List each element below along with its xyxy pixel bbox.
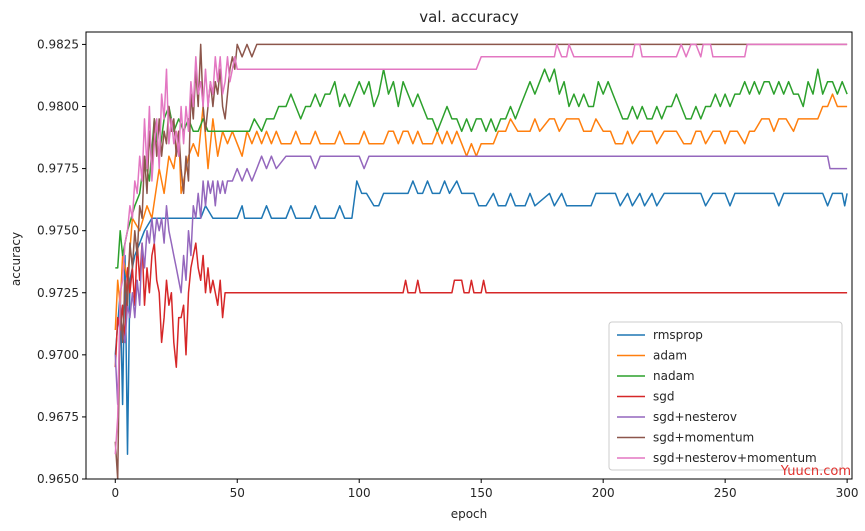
y-tick-label: 0.9725 xyxy=(37,286,79,300)
x-tick-label: 300 xyxy=(836,486,859,500)
series-line-nadam xyxy=(115,68,848,269)
x-tick-label: 150 xyxy=(470,486,493,500)
series-line-sgd-nesterov xyxy=(114,155,848,406)
x-axis: 0 50 100 150 200 250 300 xyxy=(111,479,859,500)
y-tick-label: 0.9650 xyxy=(37,472,79,486)
plot-frame xyxy=(85,31,853,480)
legend-label-adam: adam xyxy=(653,349,687,363)
y-tick-label: 0.9800 xyxy=(37,100,79,114)
chart-title: val. accuracy xyxy=(419,8,519,26)
watermark: Yuucn.com xyxy=(780,464,851,479)
legend-label-sgd-nesterov: sgd+nesterov xyxy=(653,410,737,424)
series-line-adam xyxy=(114,93,848,331)
series-line-rmsprop xyxy=(114,180,848,455)
legend-label-nadam: nadam xyxy=(653,369,695,383)
legend-label-sgd-nesterov-momentum: sgd+nesterov+momentum xyxy=(653,451,817,465)
legend-label-rmsprop: rmsprop xyxy=(653,328,703,342)
x-tick-label: 200 xyxy=(592,486,615,500)
x-tick-label: 50 xyxy=(230,486,245,500)
legend: rmsprop adam nadam sgd sgd+nesterov sgd+momen… xyxy=(608,321,843,471)
y-tick-label: 0.9825 xyxy=(37,37,79,51)
x-tick-label: 0 xyxy=(111,486,119,500)
y-axis: 0.9650 0.9675 0.9700 0.9725 0.9750 0.9775 0.98… xyxy=(37,37,86,486)
legend-label-sgd-momentum: sgd+momentum xyxy=(653,431,754,445)
y-tick-label: 0.9775 xyxy=(37,162,79,176)
x-tick-label: 250 xyxy=(714,486,737,500)
y-tick-label: 0.9700 xyxy=(37,348,79,362)
legend-box xyxy=(608,321,843,471)
legend-label-sgd: sgd xyxy=(653,390,675,404)
series-line-sgd-momentum xyxy=(114,43,848,479)
y-axis-label: accuracy xyxy=(9,232,23,286)
series-line-sgd-nesterov-momentum xyxy=(114,43,848,455)
y-tick-label: 0.9750 xyxy=(37,224,79,238)
series-layer xyxy=(114,43,848,479)
y-tick-label: 0.9675 xyxy=(37,410,79,424)
x-axis-label: epoch xyxy=(451,507,488,521)
x-tick-label: 100 xyxy=(348,486,371,500)
